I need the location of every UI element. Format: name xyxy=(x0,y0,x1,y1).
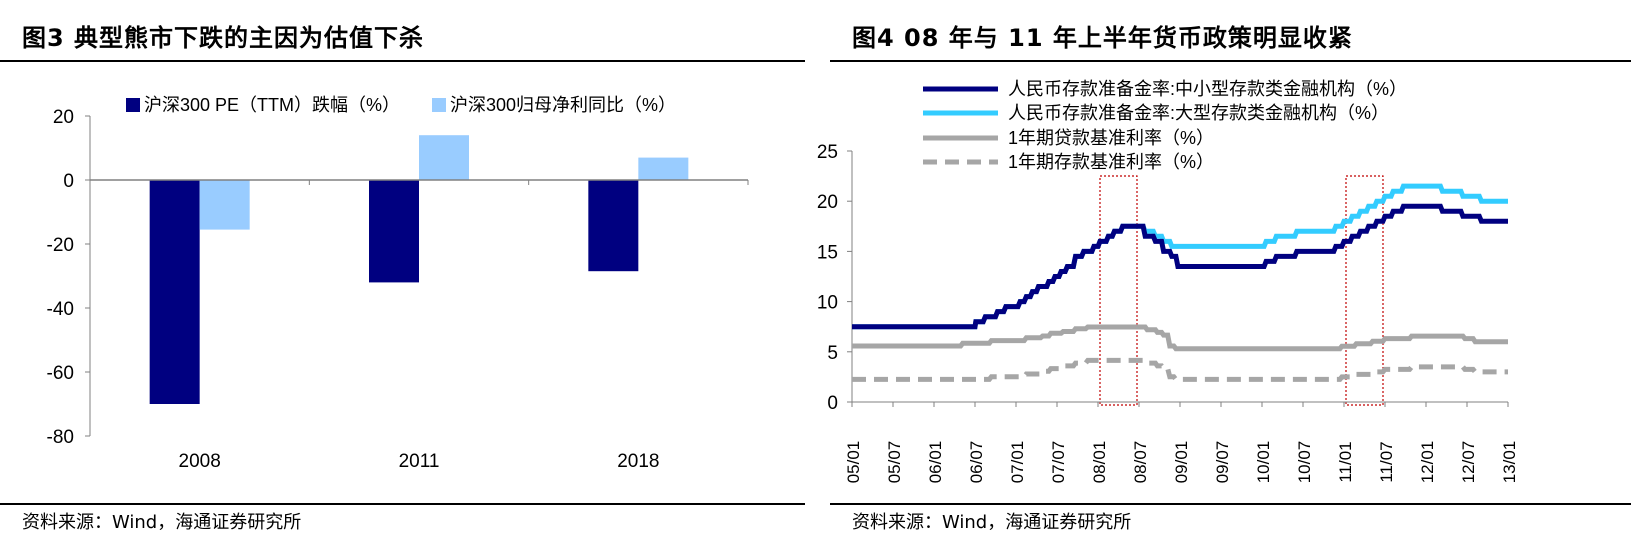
y-tick-label: 20 xyxy=(53,107,74,128)
left-footer-divider xyxy=(0,503,805,505)
bar-2011-series-2 xyxy=(419,135,469,180)
x-tick-label: 05/07 xyxy=(885,441,904,484)
y-tick-label: 10 xyxy=(817,293,838,314)
bar-2018-series-1 xyxy=(588,180,639,272)
left-source-note: 资料来源：Wind，海通证券研究所 xyxy=(22,512,302,533)
series-line-3 xyxy=(852,324,1508,352)
x-tick-label: 06/01 xyxy=(926,441,945,484)
x-tick-label: 2018 xyxy=(617,451,659,472)
bar-2018-series-2 xyxy=(638,157,689,180)
x-tick-label: 11/01 xyxy=(1336,441,1355,482)
x-tick-label: 12/01 xyxy=(1418,441,1437,484)
right-source-note: 资料来源：Wind，海通证券研究所 xyxy=(852,512,1132,533)
x-tick-label: 10/01 xyxy=(1254,441,1273,484)
x-tick-label: 06/07 xyxy=(967,441,986,484)
y-tick-label: 0 xyxy=(827,393,838,414)
left-bar-chart: 20 0 -20 -40 -60 -80 2008 2011 2018 沪深300 PE（TTM）… xyxy=(47,95,749,472)
highlight-box-2 xyxy=(1345,175,1384,406)
x-tick-label: 08/07 xyxy=(1131,441,1150,484)
y-tick-label: 5 xyxy=(827,343,838,364)
y-tick-label: 0 xyxy=(63,171,74,192)
left-chart-title: 图3 典型熊市下跌的主因为估值下杀 xyxy=(22,24,425,52)
y-tick-label: 20 xyxy=(817,192,838,213)
x-tick-label: 08/01 xyxy=(1090,441,1109,484)
legend-label-2: 人民币存款准备金率:大型存款类金融机构（%） xyxy=(1008,103,1389,123)
x-tick-label: 07/07 xyxy=(1049,441,1068,484)
legend-label-4: 1年期存款基准利率（%） xyxy=(1008,152,1214,172)
legend-swatch-2 xyxy=(432,98,446,112)
legend-label-1: 沪深300 PE（TTM）跌幅（%） xyxy=(144,95,400,115)
left-title-bar: 图3 典型熊市下跌的主因为估值下杀 xyxy=(0,8,805,62)
bar-2011-series-1 xyxy=(369,180,419,283)
legend-label-1: 人民币存款准备金率:中小型存款类金融机构（%） xyxy=(1008,79,1407,99)
y-tick-label: -80 xyxy=(47,427,74,448)
right-panel: 图4 08 年与 11 年上半年货币政策明显收紧 25 20 15 10 5 0 05/01… xyxy=(817,0,1631,537)
y-tick-label: -20 xyxy=(47,235,74,256)
legend-label-2: 沪深300归母净利同比（%） xyxy=(450,95,676,115)
left-panel: 图3 典型熊市下跌的主因为估值下杀 20 0 -20 -40 -60 -80 2008 201… xyxy=(0,0,805,537)
x-tick-label: 05/01 xyxy=(844,441,863,484)
y-tick-label: -40 xyxy=(47,299,74,320)
x-tick-label: 09/07 xyxy=(1213,441,1232,484)
x-tick-label: 12/07 xyxy=(1459,441,1478,484)
legend-label-3: 1年期贷款基准利率（%） xyxy=(1008,128,1214,148)
x-tick-label: 13/01 xyxy=(1500,441,1519,484)
bar-2008-series-2 xyxy=(199,180,250,230)
series-line-1 xyxy=(852,203,1508,330)
y-tick-label: 25 xyxy=(817,142,838,163)
y-tick-label: 15 xyxy=(817,242,838,263)
x-tick-label: 10/07 xyxy=(1295,441,1314,484)
x-tick-label: 11/07 xyxy=(1377,441,1396,482)
right-chart-title: 图4 08 年与 11 年上半年货币政策明显收紧 xyxy=(852,24,1353,52)
right-line-chart: 25 20 15 10 5 0 05/01 05/07 06/01 06/07 07/01 07/07… xyxy=(817,79,1519,484)
x-tick-label: 09/01 xyxy=(1172,441,1191,484)
legend-swatch-1 xyxy=(126,98,140,112)
right-footer-divider xyxy=(830,503,1631,505)
series-line-4 xyxy=(852,357,1508,382)
x-tick-label: 07/01 xyxy=(1008,441,1027,484)
y-tick-label: -60 xyxy=(47,363,74,384)
x-tick-label: 2008 xyxy=(179,451,221,472)
x-tick-label: 2011 xyxy=(399,451,440,472)
right-title-bar: 图4 08 年与 11 年上半年货币政策明显收紧 xyxy=(830,8,1631,62)
bar-2008-series-1 xyxy=(149,180,200,404)
highlight-box-1 xyxy=(1099,175,1138,406)
